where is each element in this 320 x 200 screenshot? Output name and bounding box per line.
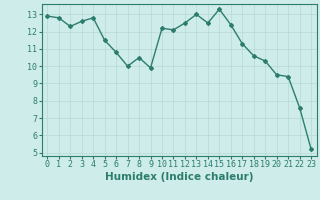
X-axis label: Humidex (Indice chaleur): Humidex (Indice chaleur) xyxy=(105,172,253,182)
